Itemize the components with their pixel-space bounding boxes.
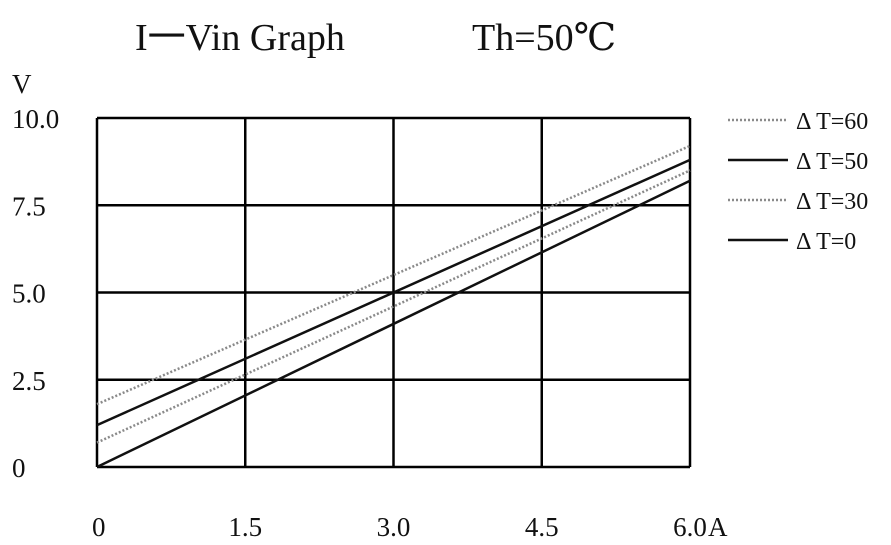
series-line-2 — [96, 169, 691, 444]
y-axis-label: V — [12, 69, 32, 99]
y-tick-label-4: 10.0 — [12, 104, 59, 134]
series-line-3 — [96, 179, 691, 469]
y-tick-label-1: 2.5 — [12, 366, 46, 396]
series-line-1 — [96, 158, 691, 427]
y-tick-label-3: 7.5 — [12, 191, 46, 221]
chart-subtitle: Th=50℃ — [472, 17, 616, 59]
legend-label-1: Δ T=50 — [796, 149, 868, 175]
x-tick-label-0: 0 — [92, 512, 106, 542]
y-tick-label-2: 5.0 — [12, 279, 46, 309]
legend: Δ T=60 Δ T=50 Δ T=30 Δ T=0 — [728, 109, 868, 255]
x-tick-label-3: 4.5 — [525, 512, 559, 542]
x-tick-label-1: 1.5 — [228, 512, 262, 542]
tick-labels: 0 1.5 3.0 4.5 6.0 0 2.5 5.0 7.5 10.0 — [12, 104, 707, 542]
legend-label-3: Δ T=0 — [796, 229, 856, 255]
x-tick-label-2: 3.0 — [377, 512, 411, 542]
x-axis-unit: A — [708, 512, 728, 542]
y-tick-label-0: 0 — [12, 453, 26, 483]
x-tick-label-4: 6.0 — [673, 512, 707, 542]
series-lines — [96, 144, 691, 469]
legend-label-0: Δ T=60 — [796, 109, 868, 135]
chart-title: I一Vin Graph — [135, 17, 345, 59]
legend-label-2: Δ T=30 — [796, 189, 868, 215]
